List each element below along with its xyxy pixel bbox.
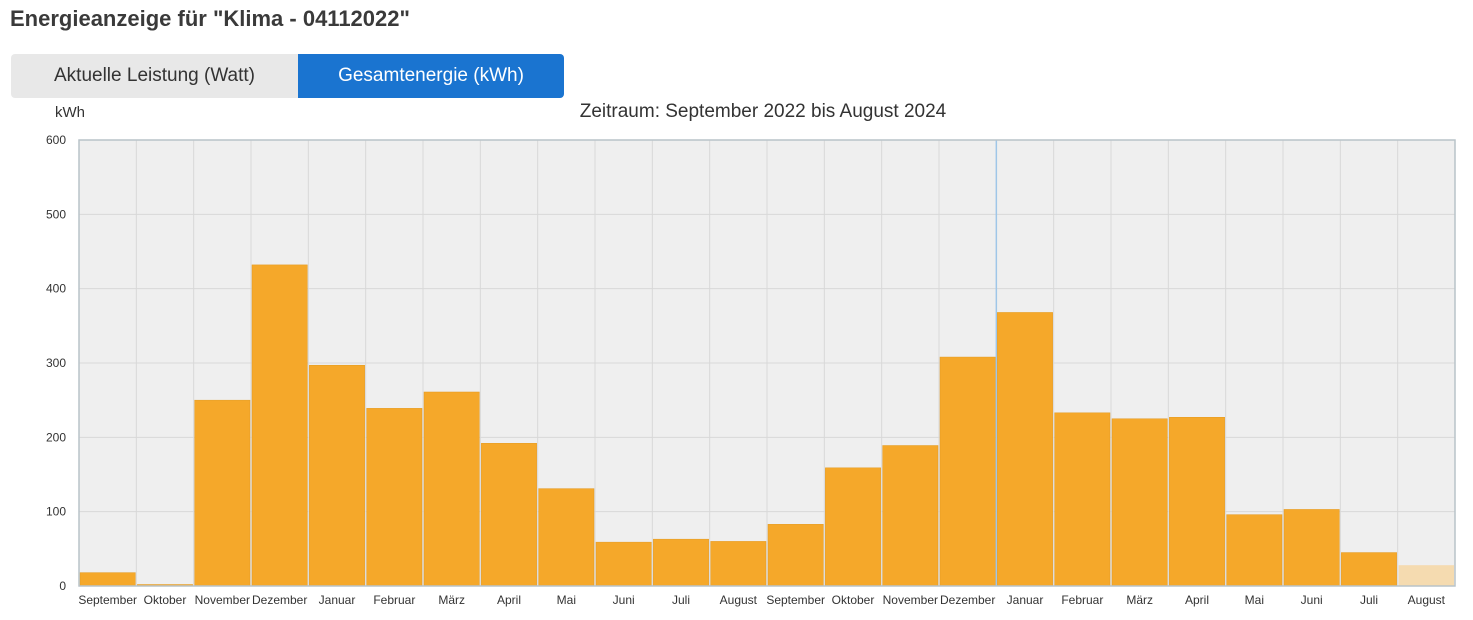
bar (1341, 552, 1397, 587)
tab-bar: Aktuelle Leistung (Watt) Gesamtenergie (… (11, 54, 564, 98)
x-tick-label: Juli (1360, 593, 1378, 607)
bar (1283, 509, 1340, 587)
bar (825, 467, 881, 587)
bar (1111, 418, 1168, 587)
tab-current-power[interactable]: Aktuelle Leistung (Watt) (11, 54, 298, 98)
y-tick-label: 200 (46, 430, 66, 444)
x-tick-label: November (883, 593, 938, 607)
bar (79, 572, 136, 587)
x-tick-label: Juni (613, 593, 635, 607)
bar (710, 541, 767, 587)
bar (1226, 514, 1283, 587)
x-tick-label: April (1185, 593, 1209, 607)
x-tick-label: August (720, 593, 758, 607)
bar (1169, 417, 1225, 587)
tab-total-energy[interactable]: Gesamtenergie (kWh) (298, 54, 564, 98)
bar (882, 445, 939, 587)
bar (366, 408, 423, 587)
x-tick-label: Mai (557, 593, 576, 607)
bar (251, 264, 308, 587)
x-tick-label: September (766, 593, 825, 607)
y-tick-label: 300 (46, 356, 66, 370)
y-tick-label: 500 (46, 207, 66, 221)
y-axis-unit-label: kWh (55, 104, 85, 121)
x-tick-label: März (1126, 593, 1153, 607)
x-tick-label: November (195, 593, 250, 607)
x-tick-label: Dezember (252, 593, 307, 607)
chart-subtitle: Zeitraum: September 2022 bis August 2024 (579, 101, 947, 122)
bar (1398, 565, 1454, 586)
bar (767, 524, 824, 587)
y-tick-label: 400 (46, 282, 66, 296)
page-title: Energieanzeige für "Klima - 04112022" (10, 6, 410, 31)
bar (939, 356, 996, 587)
y-tick-label: 0 (59, 579, 66, 593)
x-tick-label: August (1408, 593, 1446, 607)
bar (309, 364, 365, 587)
x-tick-label: Mai (1245, 593, 1264, 607)
x-tick-label: Juni (1301, 593, 1323, 607)
plot-border (78, 139, 1456, 587)
x-tick-label: April (497, 593, 521, 607)
bar (1054, 412, 1111, 587)
x-tick-label: Februar (1061, 593, 1103, 607)
bar (423, 391, 480, 587)
bar (194, 399, 251, 587)
x-tick-label: Januar (319, 593, 356, 607)
x-tick-label: Oktober (832, 593, 875, 607)
bar (595, 541, 652, 587)
x-tick-label: Februar (373, 593, 415, 607)
x-tick-label: Dezember (940, 593, 995, 607)
x-tick-label: Oktober (144, 593, 187, 607)
x-tick-label: September (78, 593, 137, 607)
x-tick-label: Juli (672, 593, 690, 607)
bar (538, 488, 595, 587)
bar (481, 443, 537, 587)
bar (997, 312, 1053, 587)
x-tick-label: März (438, 593, 465, 607)
y-tick-label: 600 (46, 133, 66, 147)
x-tick-label: Januar (1007, 593, 1044, 607)
y-tick-label: 100 (46, 505, 66, 519)
bar (653, 538, 709, 587)
